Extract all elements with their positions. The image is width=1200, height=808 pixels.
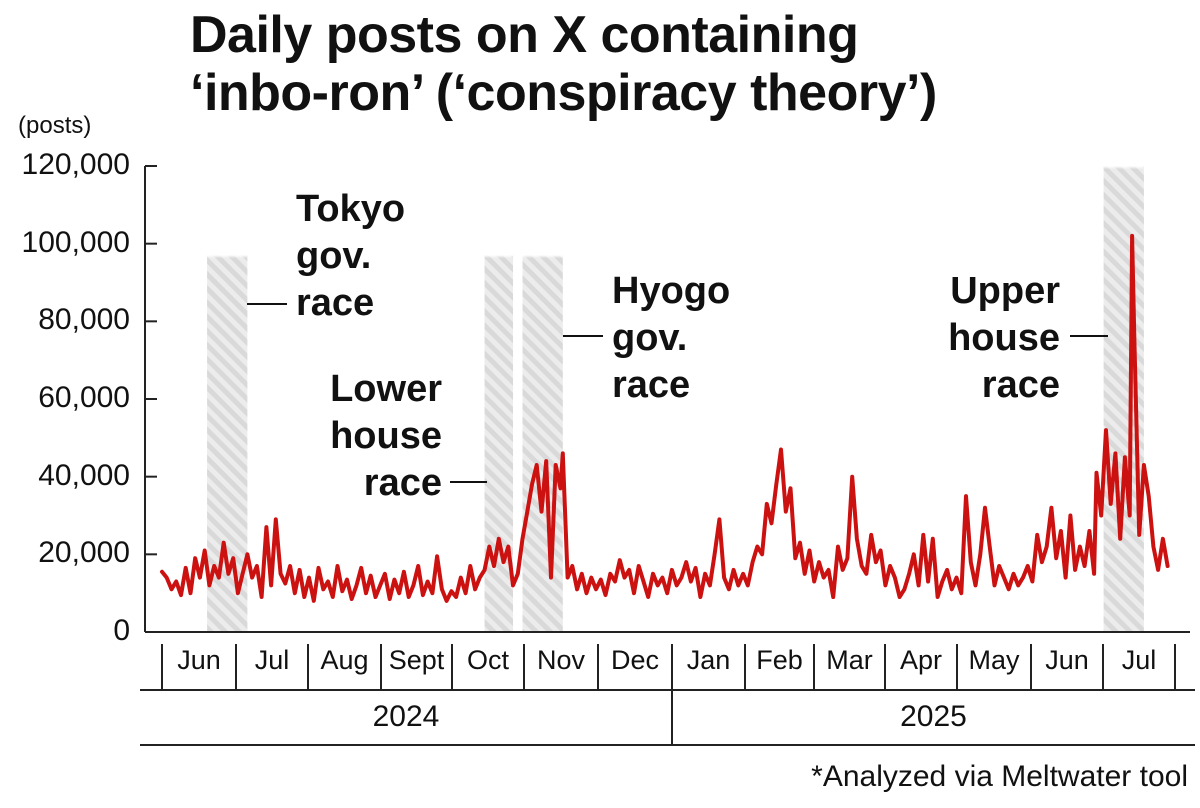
shaded-period-4 [1103,166,1144,632]
month-label-jun: Jun [177,645,221,675]
month-label-mar: Mar [826,645,873,675]
y-tick-label: 60,000 [38,381,130,414]
year-label-2024: 2024 [372,700,440,733]
footnote: *Analyzed via Meltwater tool [811,760,1188,793]
annotation-upper-line-1: Upper [950,270,1060,312]
month-label-jan: Jan [686,645,731,675]
month-label-jul: Jul [254,645,290,675]
shaded-period-fade-4 [1103,166,1144,206]
month-label-sept: Sept [388,645,445,675]
annotation-tokyo-line-3: race [296,282,375,324]
year-label-2025: 2025 [900,700,967,733]
month-label-jul: Jul [1121,645,1157,675]
y-tick-label: 40,000 [38,458,130,492]
month-label-may: May [968,645,1020,675]
shaded-period-fade-1 [207,255,248,295]
annotation-lower-house-race: Lower house race [300,366,442,507]
month-label-jun: Jun [1045,645,1089,675]
annotation-hyogo-line-2: gov. [612,317,688,359]
month-label-feb: Feb [756,645,803,675]
title-line-1: Daily posts on X containing [190,6,859,64]
shaded-period-3 [522,255,563,632]
annotation-hyogo-line-3: race [612,364,691,406]
title-line-2: ‘inbo-ron’ (‘conspiracy theory’) [190,64,937,122]
y-tick-label: 80,000 [38,303,130,337]
annotation-upper-line-2: house [948,317,1060,359]
month-label-aug: Aug [320,645,369,675]
annotation-hyogo-line-1: Hyogo [612,270,731,312]
chart-title: Daily posts on X containing ‘inbo-ron’ (… [190,6,937,122]
month-label-oct: Oct [466,645,509,675]
shaded-period-fade-2 [484,255,514,295]
annotation-upper-line-3: race [981,364,1060,406]
y-axis-unit-label: (posts) [18,112,92,139]
annotation-lower-line-3: race [363,462,442,504]
annotation-lower-line-2: house [330,415,442,457]
shaded-period-2 [484,255,514,632]
annotation-tokyo-line-2: gov. [296,235,372,277]
month-label-apr: Apr [899,645,943,675]
annotation-upper-house-race: Upper house race [920,268,1060,409]
annotation-tokyo-gov-race: Tokyo gov. race [296,186,405,327]
y-tick-label: 20,000 [38,536,130,570]
y-tick-label: 100,000 [21,225,130,259]
y-tick-label: 120,000 [21,148,130,181]
shaded-period-fade-3 [522,255,563,295]
month-label-dec: Dec [610,645,659,675]
annotation-tokyo-line-1: Tokyo [296,188,406,230]
month-label-nov: Nov [536,645,585,675]
y-tick-label: 0 [113,614,130,647]
annotation-lower-line-1: Lower [330,368,442,410]
annotation-hyogo-gov-race: Hyogo gov. race [612,268,730,409]
